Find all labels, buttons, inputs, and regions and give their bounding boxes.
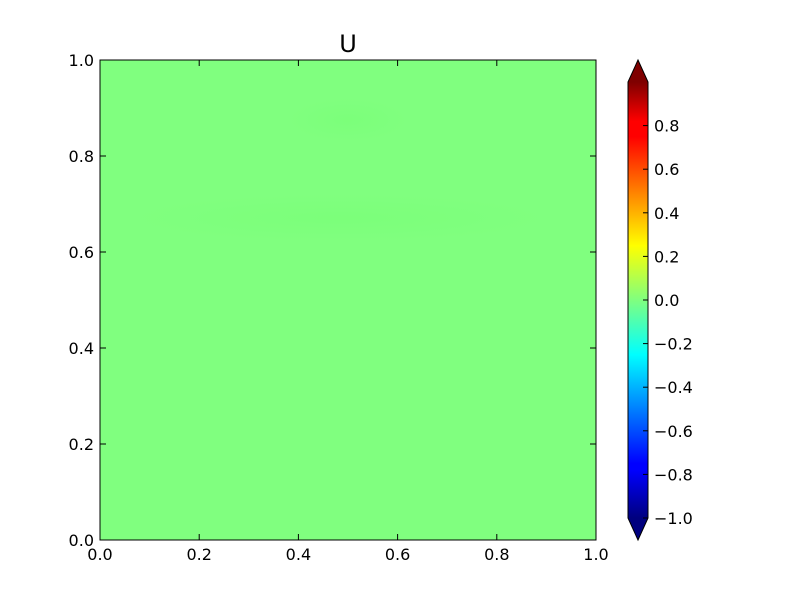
y-tick-label: 0.6 xyxy=(69,243,94,262)
colorbar-extend-max xyxy=(628,60,648,82)
colorbar-tick-label: −1.0 xyxy=(654,509,693,528)
y-tick-label: 0.8 xyxy=(69,147,94,166)
colorbar-tick-label: −0.8 xyxy=(654,465,693,484)
x-tick-label: 0.4 xyxy=(286,545,311,564)
x-tick-label: 0.0 xyxy=(87,545,112,564)
colorbar-tick-label: −0.6 xyxy=(654,422,693,441)
y-tick-label: 0.2 xyxy=(69,435,94,454)
colorbar-outline xyxy=(627,58,649,542)
y-tick-label: 1.0 xyxy=(69,51,94,70)
y-tick-label: 0.0 xyxy=(69,531,94,550)
colorbar-tick-label: 0.6 xyxy=(654,160,679,179)
field-variation-band xyxy=(130,194,550,242)
colorbar-tick-label: 0.2 xyxy=(654,247,679,266)
plot-area: 0.0 0.2 0.4 0.6 0.8 1.0 0.0 0.2 0.4 0.6 0.8 1.0 xyxy=(69,51,609,564)
colorbar: −1.0 −0.8 −0.6 −0.4 −0.2 0.0 0.2 0.4 0.6 0.8 xyxy=(627,58,693,542)
colorbar-body xyxy=(628,82,648,518)
field-variation-top xyxy=(288,98,408,142)
chart-title: U xyxy=(339,30,357,58)
x-tick-label: 0.2 xyxy=(186,545,211,564)
colorbar-ticks: −1.0 −0.8 −0.6 −0.4 −0.2 0.0 0.2 0.4 0.6 0.8 xyxy=(643,117,693,528)
y-axis-ticks: 0.0 0.2 0.4 0.6 0.8 1.0 xyxy=(69,51,596,550)
colorbar-extend-min xyxy=(628,518,648,540)
colorbar-tick-label: 0.0 xyxy=(654,291,679,310)
colorbar-tick-label: −0.4 xyxy=(654,378,693,397)
y-tick-label: 0.4 xyxy=(69,339,94,358)
colorbar-tick-label: 0.8 xyxy=(654,117,679,136)
x-tick-label: 0.6 xyxy=(385,545,410,564)
plot-frame xyxy=(99,59,597,541)
colorbar-tick-label: −0.2 xyxy=(654,335,693,354)
x-tick-label: 1.0 xyxy=(583,545,608,564)
colorbar-tick-label: 0.4 xyxy=(654,204,679,223)
x-tick-label: 0.8 xyxy=(484,545,509,564)
